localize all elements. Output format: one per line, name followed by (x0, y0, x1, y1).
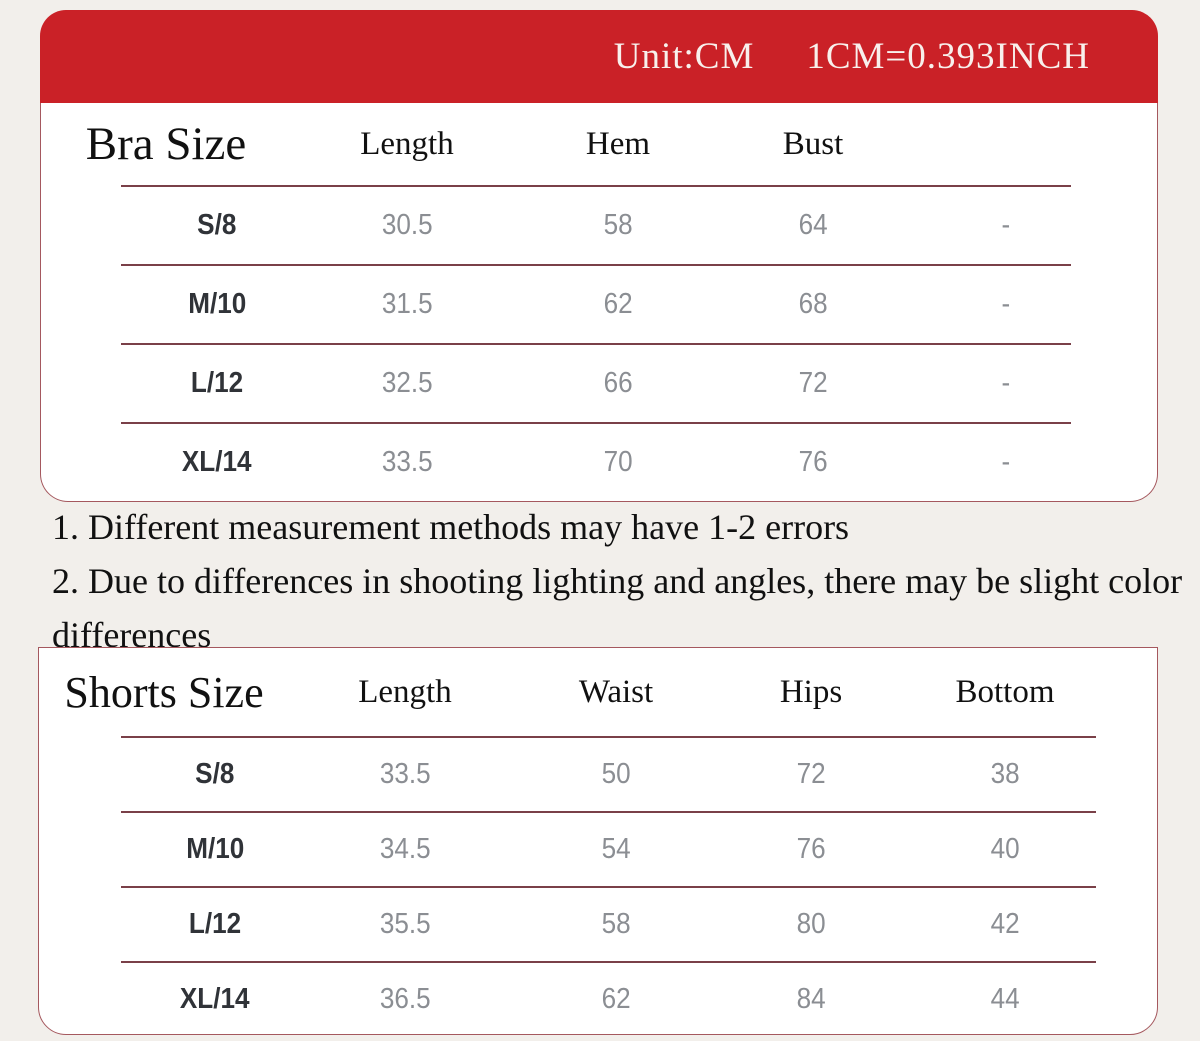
extra-value: - (1001, 446, 1011, 478)
table-row: L/12 35.5 58 80 42 (39, 888, 1157, 961)
length-value: 33.5 (381, 446, 433, 478)
col-header-waist: Waist (578, 673, 654, 710)
table-row: XL/14 36.5 62 84 44 (39, 963, 1157, 1036)
unit-label: Unit:CM (613, 36, 755, 77)
table-row: S/8 33.5 50 72 38 (39, 738, 1157, 811)
bottom-value: 44 (990, 983, 1020, 1015)
hips-value: 72 (796, 758, 826, 790)
bra-table-header-row: Bra Size Length Hem Bust (41, 103, 1157, 185)
length-value: 31.5 (381, 288, 433, 320)
col-header-length: Length (358, 673, 452, 710)
shorts-size-table: Shorts Size Length Waist Hips Bottom S/8… (38, 647, 1158, 1035)
table-row: M/10 31.5 62 68 - (41, 266, 1157, 343)
size-label: XL/14 (182, 446, 252, 478)
length-value: 34.5 (379, 833, 431, 865)
row-divider (121, 811, 1096, 813)
length-value: 35.5 (379, 908, 431, 940)
hem-value: 58 (603, 209, 633, 241)
bra-size-table: Bra Size Length Hem Bust S/8 30.5 58 64 … (40, 103, 1158, 502)
hem-value: 62 (603, 288, 633, 320)
col-header-hips: Hips (779, 673, 843, 710)
shorts-table-header-row: Shorts Size Length Waist Hips Bottom (39, 648, 1157, 736)
hips-value: 84 (796, 983, 826, 1015)
row-divider (121, 886, 1096, 888)
row-divider (121, 264, 1071, 266)
hem-value: 66 (603, 367, 633, 399)
bust-value: 72 (798, 367, 828, 399)
length-value: 32.5 (381, 367, 433, 399)
bust-value: 68 (798, 288, 828, 320)
bust-value: 64 (798, 209, 828, 241)
bust-value: 76 (798, 446, 828, 478)
extra-value: - (1001, 288, 1011, 320)
hem-value: 70 (603, 446, 633, 478)
size-label: L/12 (188, 908, 242, 940)
length-value: 36.5 (379, 983, 431, 1015)
col-header-bottom: Bottom (955, 673, 1055, 710)
waist-value: 54 (601, 833, 631, 865)
col-header-hem: Hem (585, 125, 651, 162)
size-label: M/10 (187, 288, 247, 320)
disclaimer-notes: 1. Different measurement methods may hav… (52, 500, 1188, 655)
size-label: S/8 (195, 758, 235, 790)
table-row: M/10 34.5 54 76 40 (39, 813, 1157, 886)
waist-value: 58 (601, 908, 631, 940)
size-label: XL/14 (180, 983, 250, 1015)
table-row: XL/14 33.5 70 76 - (41, 424, 1157, 501)
unit-banner: Unit:CM 1CM=0.393INCH (40, 10, 1158, 103)
size-label: M/10 (185, 833, 245, 865)
waist-value: 62 (601, 983, 631, 1015)
bottom-value: 40 (990, 833, 1020, 865)
row-divider (121, 961, 1096, 963)
table-row: L/12 32.5 66 72 - (41, 345, 1157, 422)
col-header-bust: Bust (782, 125, 844, 162)
extra-value: - (1001, 367, 1011, 399)
bottom-value: 38 (990, 758, 1020, 790)
shorts-table-title: Shorts Size (64, 667, 264, 717)
size-label: S/8 (197, 209, 237, 241)
length-value: 30.5 (381, 209, 433, 241)
note-line: 1. Different measurement methods may hav… (52, 507, 850, 547)
bottom-value: 42 (990, 908, 1020, 940)
col-header-length: Length (360, 125, 454, 162)
extra-value: - (1001, 209, 1011, 241)
row-divider (121, 343, 1071, 345)
hips-value: 80 (796, 908, 826, 940)
header-underline (121, 185, 1071, 187)
note-line: 2. Due to differences in shooting lighti… (52, 561, 1183, 655)
waist-value: 50 (601, 758, 631, 790)
row-divider (121, 422, 1071, 424)
size-label: L/12 (190, 367, 244, 399)
conversion-label: 1CM=0.393INCH (806, 36, 1090, 77)
hips-value: 76 (796, 833, 826, 865)
header-underline (121, 736, 1096, 738)
length-value: 33.5 (379, 758, 431, 790)
bra-table-title: Bra Size (85, 118, 247, 170)
table-row: S/8 30.5 58 64 - (41, 187, 1157, 264)
